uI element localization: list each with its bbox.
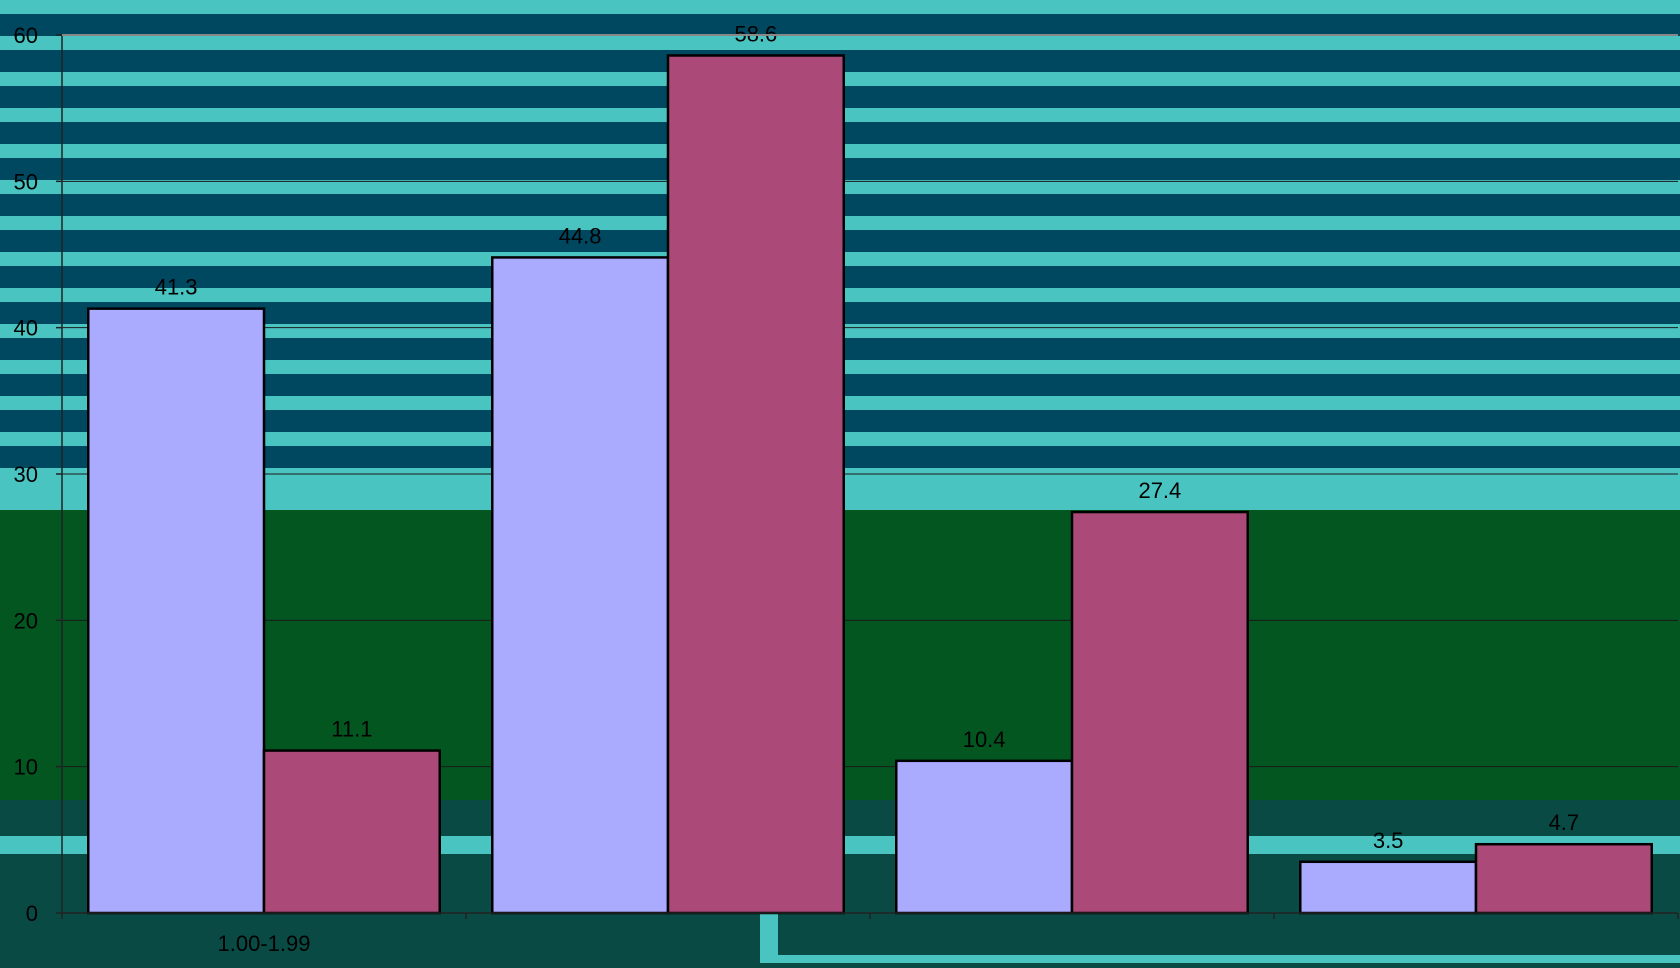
bg-base-strip: [778, 955, 1680, 963]
bar: [1299, 860, 1478, 915]
data-label: 11.1: [331, 717, 372, 742]
bar: [491, 256, 670, 915]
data-label: 41.3: [155, 275, 198, 300]
y-tick-label: 10: [14, 755, 38, 780]
data-label: 27.4: [1138, 478, 1181, 503]
x-category-label: 1.00-1.99: [218, 931, 311, 956]
data-label: 3.5: [1373, 828, 1404, 853]
data-label: 44.8: [559, 223, 602, 248]
data-labels: 41.3 44.8 10.4 3.5 11.1 58.6 27.4 4.7: [155, 21, 1579, 852]
y-tick-label: 50: [14, 169, 38, 194]
bar: [1474, 842, 1653, 915]
bar: [262, 749, 441, 915]
bar: [87, 307, 266, 915]
y-tick-label: 30: [14, 462, 38, 487]
y-tick-label: 0: [26, 901, 38, 926]
data-label: 4.7: [1549, 810, 1580, 835]
axes: 0 10 20 30 40 50 60 1.00-1.99: [14, 23, 1679, 956]
bars: [87, 54, 1653, 915]
bg-post: [760, 913, 778, 963]
bar: [666, 54, 845, 915]
y-tick-label: 20: [14, 608, 38, 633]
data-label: 58.6: [734, 21, 777, 46]
y-tick-label: 60: [14, 23, 38, 48]
data-label: 10.4: [963, 727, 1006, 752]
bg-stripe: [0, 36, 1680, 50]
bar: [895, 759, 1074, 915]
bg-stripe: [0, 0, 1680, 14]
y-tick-label: 40: [14, 316, 38, 341]
bar: [1070, 510, 1249, 915]
